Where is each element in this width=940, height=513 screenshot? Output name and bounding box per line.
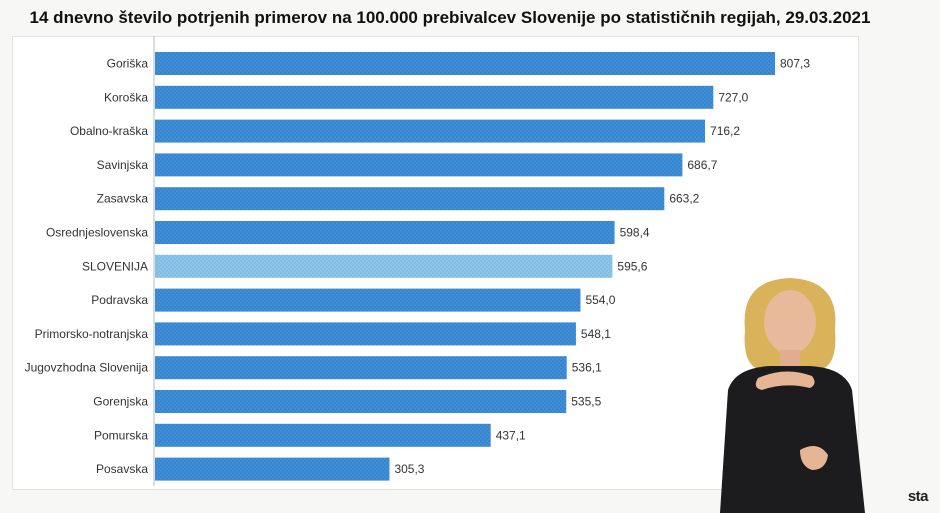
bar — [155, 119, 706, 143]
value-label: 595,6 — [617, 259, 647, 273]
bar-chart: Goriška 807,3 Koroška 727,0 Obalno-kraška 716… — [25, 36, 810, 486]
category-label: SLOVENIJA — [82, 259, 148, 273]
value-label: 727,0 — [718, 90, 748, 104]
interpreter-neck — [780, 350, 800, 370]
value-label: 598,4 — [620, 226, 650, 240]
bar — [155, 153, 683, 177]
value-label: 437,1 — [496, 428, 526, 442]
value-label: 716,2 — [710, 124, 740, 138]
bar — [155, 187, 665, 211]
interpreter-face — [764, 290, 816, 354]
value-label: 807,3 — [780, 57, 810, 71]
bar — [155, 390, 567, 413]
category-label: Obalno-kraška — [70, 124, 148, 138]
category-label: Podravska — [91, 293, 148, 307]
category-label: Primorsko-notranjska — [35, 327, 149, 341]
category-label: Osrednjeslovenska — [46, 226, 148, 240]
category-label: Zasavska — [97, 192, 149, 206]
chart-title: 14 dnevno število potrjenih primerov na … — [29, 8, 871, 27]
bar — [155, 457, 390, 481]
category-label: Koroška — [104, 90, 148, 104]
category-label: Pomurska — [94, 428, 148, 442]
value-label: 535,5 — [571, 395, 601, 409]
value-label: 554,0 — [585, 293, 615, 307]
value-label: 305,3 — [394, 462, 424, 476]
bar — [155, 423, 491, 447]
bar — [155, 221, 615, 244]
bar — [155, 288, 581, 312]
interpreter-body — [720, 366, 865, 513]
sign-language-interpreter — [720, 278, 865, 513]
category-label: Posavska — [96, 462, 148, 476]
interpreter-hands — [755, 371, 815, 390]
category-label: Jugovzhodna Slovenija — [25, 361, 149, 375]
sta-logo: sta — [907, 488, 929, 505]
interpreter-hand-right — [800, 446, 828, 470]
bar — [155, 356, 567, 380]
category-label: Goriška — [107, 57, 149, 71]
bar — [155, 52, 775, 75]
bar-highlight — [155, 254, 613, 278]
value-label: 686,7 — [687, 158, 717, 172]
value-label: 548,1 — [581, 327, 611, 341]
category-label: Savinjska — [97, 158, 149, 172]
bar — [155, 85, 714, 109]
value-label: 663,2 — [669, 192, 699, 206]
value-label: 536,1 — [572, 361, 602, 375]
bar — [155, 322, 576, 346]
category-label: Gorenjska — [93, 395, 148, 409]
